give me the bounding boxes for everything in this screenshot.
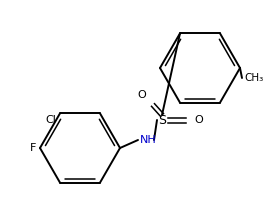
Text: O: O: [194, 115, 203, 125]
Text: Cl: Cl: [45, 115, 56, 125]
Text: CH₃: CH₃: [244, 73, 263, 83]
Text: F: F: [30, 143, 36, 153]
Text: S: S: [158, 113, 166, 127]
Text: NH: NH: [140, 135, 157, 145]
Text: O: O: [137, 90, 146, 100]
